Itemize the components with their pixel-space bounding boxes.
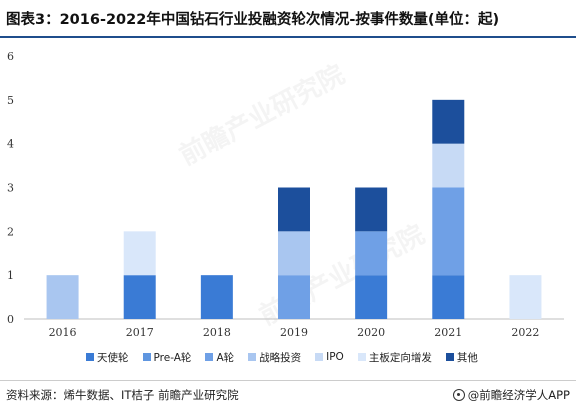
legend-swatch bbox=[86, 353, 94, 361]
brand-logo-icon bbox=[452, 389, 465, 401]
bar-segment bbox=[432, 143, 465, 188]
title-bar: 图表3：2016-2022年中国钻石行业投融资轮次情况-按事件数量(单位：起) bbox=[0, 0, 576, 38]
bar-segment bbox=[278, 187, 310, 232]
legend-swatch bbox=[142, 353, 151, 361]
bar-chart: 0 1 2 3 4 5 6 2016 2017 2018 2019 2020 2021 2022 bbox=[7, 50, 564, 339]
legend-label: 天使轮 bbox=[97, 351, 129, 364]
bar-segment bbox=[432, 99, 465, 144]
bar-segment bbox=[200, 275, 233, 319]
source-note: 资料来源：烯牛数据、IT桔子 前瞻产业研究院 bbox=[6, 388, 239, 402]
bar-segment bbox=[355, 231, 388, 276]
x-tick-label: 2021 bbox=[434, 326, 462, 339]
bar-segment bbox=[432, 187, 465, 276]
bar-segment bbox=[278, 275, 310, 319]
brand-credit: @前瞻经济学人APP bbox=[452, 387, 570, 403]
bar-segment bbox=[355, 187, 388, 232]
footer-divider bbox=[0, 380, 576, 381]
bar-segment bbox=[46, 275, 79, 319]
y-tick-label: 0 bbox=[7, 313, 14, 326]
legend-label: IPO bbox=[326, 351, 344, 363]
x-tick-label: 2020 bbox=[357, 326, 385, 339]
legend-item: IPO bbox=[315, 351, 344, 363]
x-tick-label: 2019 bbox=[280, 326, 308, 339]
legend-item: 天使轮 bbox=[86, 350, 129, 365]
legend-swatch bbox=[248, 353, 257, 361]
y-tick-label: 2 bbox=[7, 225, 14, 238]
legend-label: 战略投资 bbox=[259, 351, 302, 364]
legend-label: Pre-A轮 bbox=[153, 351, 192, 364]
x-tick-label: 2022 bbox=[511, 326, 539, 339]
legend-swatch bbox=[205, 353, 214, 361]
legend-label: A轮 bbox=[216, 351, 235, 364]
bar-segment bbox=[278, 231, 310, 276]
bar-segment bbox=[123, 275, 156, 319]
bar-segment bbox=[432, 275, 465, 319]
legend-item: Pre-A轮 bbox=[142, 350, 192, 365]
y-tick-label: 1 bbox=[7, 269, 14, 282]
legend-item: 其他 bbox=[445, 350, 478, 365]
y-tick-label: 5 bbox=[7, 94, 14, 107]
y-tick-label: 6 bbox=[7, 50, 14, 63]
legend: 天使轮 Pre-A轮 A轮 战略投资 IPO 主板定向增发 其他 bbox=[86, 349, 478, 365]
legend-label: 主板定向增发 bbox=[368, 351, 432, 364]
x-tick-label: 2018 bbox=[203, 326, 231, 339]
bar-segment bbox=[509, 275, 542, 319]
legend-swatch bbox=[357, 353, 366, 361]
chart-title: 图表3：2016-2022年中国钻石行业投融资轮次情况-按事件数量(单位：起) bbox=[6, 12, 500, 28]
y-tick-label: 3 bbox=[7, 182, 14, 195]
bar-segment bbox=[123, 231, 156, 276]
legend-swatch bbox=[315, 353, 324, 361]
y-tick-label: 4 bbox=[7, 138, 14, 151]
x-tick-label: 2017 bbox=[126, 326, 154, 339]
legend-item: 主板定向增发 bbox=[357, 350, 432, 365]
legend-label: 其他 bbox=[456, 351, 478, 364]
legend-item: A轮 bbox=[205, 350, 234, 365]
x-tick-label: 2016 bbox=[49, 326, 77, 339]
bar-segment bbox=[355, 275, 388, 319]
legend-swatch bbox=[445, 353, 454, 361]
brand-label: @前瞻经济学人APP bbox=[467, 388, 570, 402]
legend-item: 战略投资 bbox=[248, 350, 301, 365]
